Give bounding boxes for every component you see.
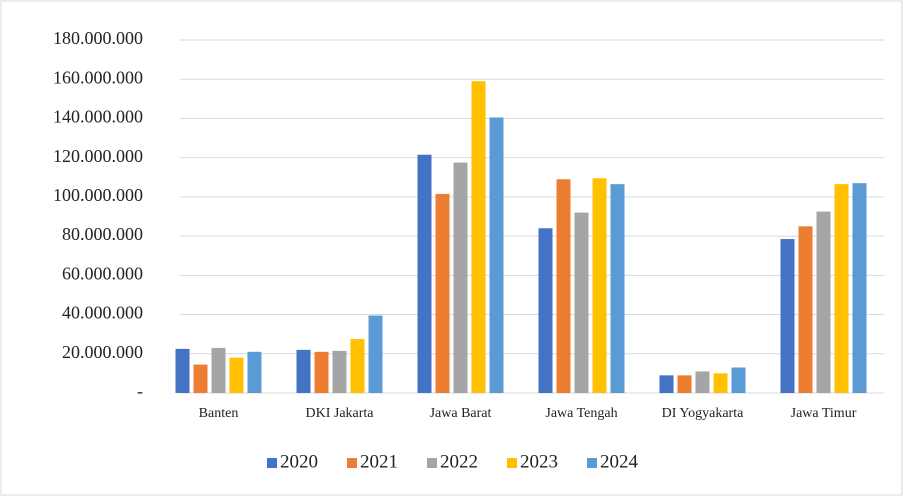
bar [817,212,831,393]
x-tick-label: Jawa Tengah [545,406,617,421]
bar [799,226,813,393]
bar [490,117,504,393]
legend-swatch [347,458,357,468]
bar [333,351,347,393]
legend-label: 2024 [600,451,639,472]
bar [436,194,450,393]
bar [853,183,867,393]
bar [230,358,244,393]
bar [297,350,311,393]
bar [369,316,383,393]
y-tick-label: 80.000.000 [62,224,143,244]
legend-label: 2021 [360,451,398,472]
x-tick-label: DKI Jakarta [305,406,374,421]
x-tick-label: DI Yogyakarta [662,406,744,421]
legend-label: 2020 [280,451,318,472]
y-tick-label: 120.000.000 [53,146,143,166]
x-tick-label: Jawa Barat [430,406,492,421]
bar [696,371,710,393]
bar [678,375,692,393]
y-tick-label: 160.000.000 [53,67,143,87]
legend-label: 2022 [440,451,478,472]
bar [732,368,746,393]
y-tick-label: 100.000.000 [53,185,143,205]
legend-swatch [587,458,597,468]
bar [212,348,226,393]
x-tick-label: Banten [199,406,239,421]
y-tick-label: 140.000.000 [53,107,143,127]
bar [593,178,607,393]
bar [781,239,795,393]
bar [315,352,329,393]
y-tick-label: 60.000.000 [62,263,143,283]
bar [835,184,849,393]
legend-swatch [267,458,277,468]
legend-swatch [507,458,517,468]
y-tick-label: 180.000.000 [53,28,143,48]
bar [557,179,571,393]
bar [176,349,190,393]
x-tick-label: Jawa Timur [791,406,857,421]
bar [714,373,728,393]
legend-swatch [427,458,437,468]
bar [351,339,365,393]
bar [660,375,674,393]
bar [454,163,468,393]
legend-label: 2023 [520,451,558,472]
bar [539,228,553,393]
y-tick-label: 20.000.000 [62,342,143,362]
bar [575,213,589,393]
bar [611,184,625,393]
bar [418,155,432,393]
y-tick-label: - [137,381,143,401]
bar [248,352,262,393]
bar [194,365,208,393]
y-tick-label: 40.000.000 [62,303,143,323]
chart: - 20.000.000 40.000.000 60.000.000 80.000.00… [0,0,903,496]
bar [472,81,486,393]
